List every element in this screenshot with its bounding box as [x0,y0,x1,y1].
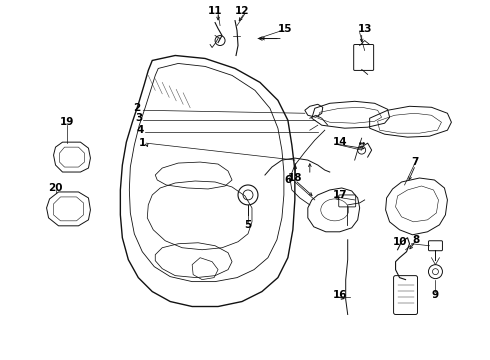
Text: 2: 2 [133,103,140,113]
Text: 20: 20 [49,183,63,193]
Text: 7: 7 [412,157,419,167]
Text: 9: 9 [432,289,439,300]
Text: 8: 8 [413,235,420,245]
Text: 11: 11 [208,6,222,15]
Text: 17: 17 [333,190,347,200]
Text: 10: 10 [393,237,408,247]
Text: 14: 14 [333,137,347,147]
Text: 19: 19 [59,117,74,127]
Text: 3: 3 [135,113,142,123]
Text: 4: 4 [137,125,144,135]
Text: 1: 1 [139,138,147,148]
Text: 13: 13 [358,24,372,33]
Text: 6: 6 [284,175,292,185]
Text: 18: 18 [288,173,302,183]
Text: 15: 15 [278,24,293,33]
Text: 12: 12 [235,6,249,15]
Text: 5: 5 [245,220,252,230]
Text: 16: 16 [333,289,347,300]
